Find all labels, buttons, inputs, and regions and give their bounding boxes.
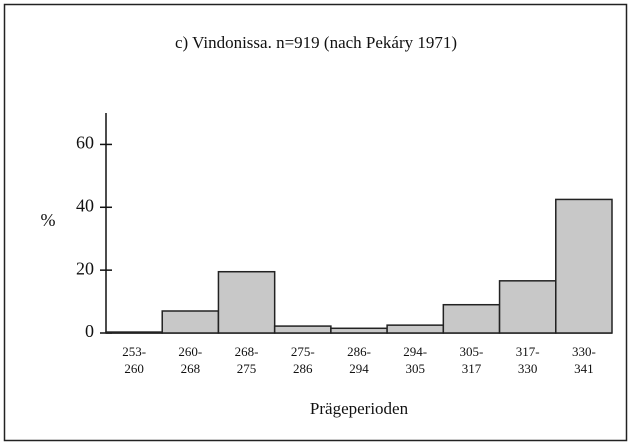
x-tick-label: 253- 260 xyxy=(122,344,147,376)
x-tick-label: 305- 317 xyxy=(459,344,484,376)
chart-title: c) Vindonissa. n=919 (nach Pekáry 1971) xyxy=(175,33,457,52)
frame xyxy=(3,3,628,442)
x-axis-label: Prägeperioden xyxy=(310,399,409,418)
x-tick-label: 294- 305 xyxy=(403,344,428,376)
y-tick-label: 20 xyxy=(76,258,94,278)
x-tick-label: 317- 330 xyxy=(515,344,540,376)
x-tick-label: 260- 268 xyxy=(178,344,203,376)
x-tick-label: 268- 275 xyxy=(234,344,259,376)
y-axis-label: % xyxy=(41,210,56,230)
bar xyxy=(498,280,557,334)
bar xyxy=(442,303,501,334)
x-tick-label: 275- 286 xyxy=(290,344,315,376)
y-tick-label: 0 xyxy=(85,321,94,341)
y-tick-label: 40 xyxy=(76,195,94,215)
bar xyxy=(555,198,613,334)
y-tick-label: 60 xyxy=(76,133,94,153)
bar xyxy=(105,331,163,334)
x-tick-label: 330- 341 xyxy=(571,344,596,376)
bar xyxy=(217,270,276,334)
bar xyxy=(386,324,445,334)
bar xyxy=(330,327,388,334)
bar xyxy=(161,310,220,334)
bar xyxy=(273,325,332,334)
x-tick-label: 286- 294 xyxy=(347,344,371,376)
